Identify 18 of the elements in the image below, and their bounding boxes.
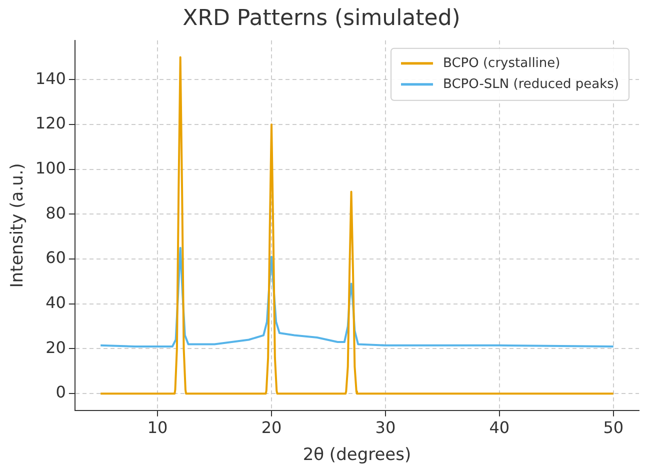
- y-tick-label: 80: [46, 203, 66, 222]
- chart-title: XRD Patterns (simulated): [182, 6, 460, 31]
- y-tick-label: 120: [35, 114, 66, 133]
- x-tick-label: 20: [261, 418, 282, 438]
- x-axis-title: 2θ (degrees): [302, 445, 412, 466]
- x-tick-label: 30: [375, 418, 396, 438]
- legend-label: BCPO-SLN (reduced peaks): [443, 76, 619, 92]
- y-tick-label: 100: [35, 158, 66, 178]
- y-tick-label: 60: [46, 248, 66, 268]
- legend-label: BCPO (crystalline): [443, 56, 560, 71]
- y-tick-label: 0: [56, 382, 66, 402]
- y-tick-label: 140: [35, 68, 66, 88]
- x-tick-label: 40: [489, 418, 510, 438]
- y-tick-label: 40: [46, 293, 66, 312]
- y-tick-label: 20: [46, 338, 66, 357]
- x-tick-label: 10: [147, 418, 168, 438]
- x-tick-label: 50: [603, 418, 624, 438]
- y-axis-title: Intensity (a.u.): [8, 163, 28, 288]
